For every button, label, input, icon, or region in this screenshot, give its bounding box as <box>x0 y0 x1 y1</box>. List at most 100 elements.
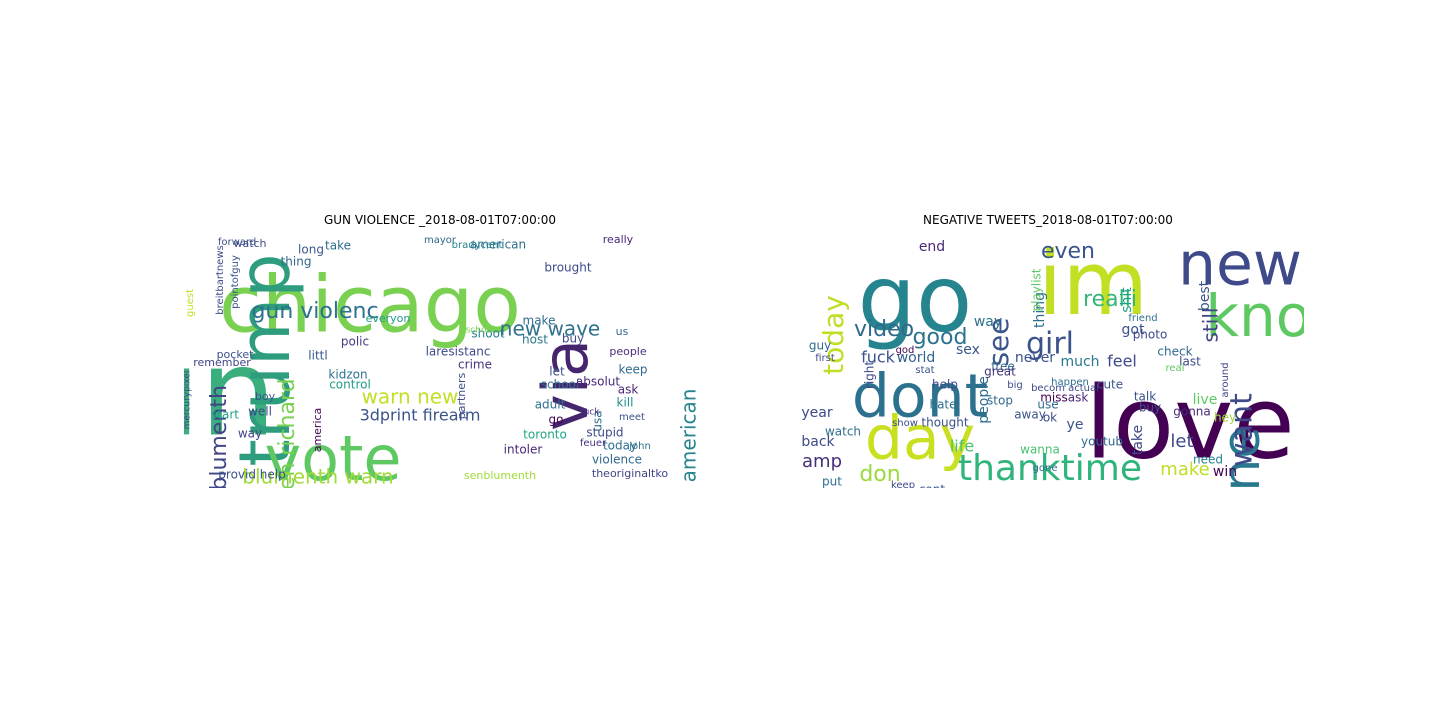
cloud-word: right <box>863 361 877 389</box>
cloud-word: american <box>470 238 526 252</box>
cloud-word: sen richard <box>275 378 300 488</box>
wordcloud-canvas: gunchicagotrumpvote via gun violenc new wav… <box>184 233 697 488</box>
cloud-word: shoot <box>471 327 505 341</box>
cloud-word: thing <box>1032 292 1048 328</box>
cloud-word: ok <box>1043 411 1057 425</box>
cloud-word: provid help <box>218 468 285 482</box>
cloud-word: want <box>1225 393 1260 467</box>
cloud-word: start <box>211 408 239 422</box>
cloud-word: keep <box>619 363 648 377</box>
cloud-word: ye <box>1067 417 1084 433</box>
cloud-word: adult <box>535 398 566 412</box>
cloud-word: control <box>329 378 371 392</box>
cloud-word: sex <box>956 342 980 358</box>
cloud-word: buy <box>562 332 584 346</box>
cloud-word: wave american <box>677 389 697 488</box>
cloud-word: hate <box>929 398 956 412</box>
cloud-word: us <box>616 325 629 338</box>
cloud-word: stat <box>915 365 934 376</box>
cloud-word: help <box>932 378 958 392</box>
cloud-word: good <box>913 325 968 350</box>
cloud-word: forward <box>218 237 256 248</box>
cloud-word: ask <box>618 383 639 397</box>
cloud-word: brought <box>544 261 591 275</box>
cloud-word: new wave <box>500 317 600 341</box>
cloud-word: got <box>1122 322 1145 338</box>
cloud-word: cant <box>919 483 946 489</box>
cloud-word: trump <box>224 253 306 466</box>
cloud-word: last <box>1179 355 1201 369</box>
cloud-word: warn new <box>362 385 459 409</box>
cloud-word: playlist <box>1030 268 1044 311</box>
cloud-word: theoriginaltko <box>592 467 668 480</box>
cloud-word: youtub <box>1081 435 1123 449</box>
cloud-word: best <box>1197 280 1213 311</box>
cloud-word: littl <box>308 349 327 363</box>
cloud-word: show <box>892 418 918 429</box>
cloud-word: day <box>865 404 975 474</box>
cloud-word: go <box>549 413 564 427</box>
cloud-word: amp <box>802 451 842 472</box>
cloud-word: realli <box>1083 287 1137 312</box>
cloud-word: people <box>976 376 992 423</box>
cloud-word: mercurypixel <box>184 371 193 430</box>
cloud-word: way <box>238 427 262 441</box>
cloud-word: absolut <box>576 375 621 389</box>
cloud-word: back <box>801 434 835 450</box>
cloud-word: feuer <box>580 438 607 449</box>
cloud-word: people <box>609 345 647 358</box>
cloud-word: love <box>1085 364 1295 481</box>
cloud-word: john <box>628 441 651 452</box>
cloud-word: girl <box>1026 327 1074 362</box>
cloud-word: keep <box>891 480 915 488</box>
cloud-word: kill <box>617 396 634 410</box>
wordcloud: gunchicagotrumpvote via gun violenc new wav… <box>184 232 696 488</box>
cloud-word: guest <box>185 289 196 317</box>
cloud-word: buy <box>1139 401 1161 415</box>
cloud-word: dont <box>852 362 988 432</box>
cloud-word: around <box>1220 362 1231 397</box>
cloud-word: thanktime <box>958 448 1142 488</box>
cloud-word: thing <box>281 255 312 269</box>
cloud-word: great <box>984 365 1016 379</box>
cloud-word: take <box>1130 425 1146 455</box>
cloud-word: partners <box>455 372 468 419</box>
cloud-word: let <box>549 365 565 379</box>
cloud-word: watch <box>825 425 861 439</box>
cloud-word: bradycent <box>452 240 503 251</box>
cloud-word: stop <box>987 394 1013 408</box>
cloud-word: check <box>1157 345 1192 359</box>
cloud-word: everyon <box>366 312 411 325</box>
cloud-word: host <box>522 333 548 347</box>
cloud-word: 3dprint firearm <box>360 406 481 425</box>
cloud-word: violence <box>592 453 642 467</box>
cloud-word: richard blumenth <box>207 385 232 488</box>
cloud-word: god <box>896 345 915 356</box>
cloud-word: meet <box>619 412 645 423</box>
cloud-word: cute <box>1097 378 1123 392</box>
cloud-word: one <box>1212 427 1272 488</box>
cloud-word: remember <box>193 356 251 369</box>
cloud-word: laresistanc <box>426 345 491 359</box>
cloud-word: year <box>801 405 832 421</box>
cloud-word: talk <box>1134 390 1156 404</box>
cloud-word: know <box>1205 282 1304 350</box>
cloud-word: make <box>1160 459 1209 480</box>
cloud-word: kidzon <box>328 368 367 382</box>
cloud-word: win <box>1213 464 1237 480</box>
cloud-word: go <box>858 245 973 352</box>
cloud-word: usa <box>591 410 605 431</box>
cloud-word: away <box>1014 408 1046 422</box>
cloud-word: don <box>859 462 900 487</box>
cloud-word: us <box>954 484 970 488</box>
cloud-word: put <box>822 475 842 489</box>
cloud-word: make <box>523 314 556 328</box>
cloud-word: really <box>603 233 634 246</box>
cloud-word: becom actual <box>1031 383 1099 394</box>
cloud-word: world <box>897 350 936 366</box>
cloud-word: first <box>815 353 835 364</box>
cloud-word: ask <box>1068 391 1089 405</box>
cloud-word: real <box>1166 363 1185 374</box>
cloud-word: need <box>1193 453 1223 467</box>
